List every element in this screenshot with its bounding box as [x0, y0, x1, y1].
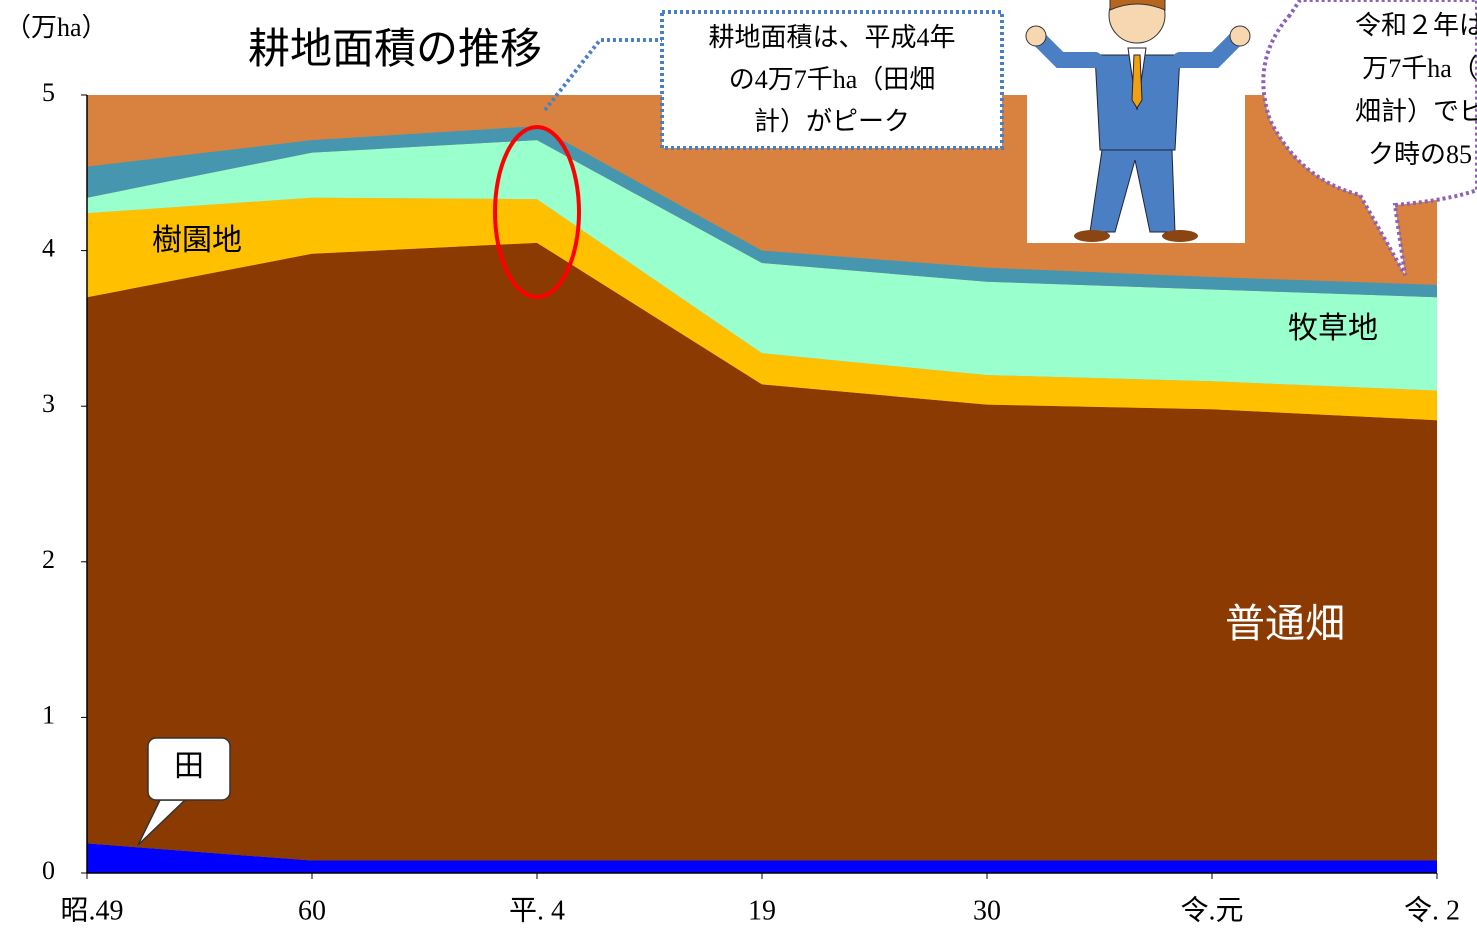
area: [87, 197, 1437, 421]
y-tick-label: 1: [42, 700, 55, 729]
speech-bubble: [1261, 0, 1477, 276]
y-tick-label: 3: [42, 389, 55, 418]
y-axis-label: （万ha）: [5, 13, 108, 42]
figure-illustration: [1025, 0, 1251, 243]
annotation-text: 計）がピーク: [754, 107, 910, 136]
series-label: 牧草地: [1288, 312, 1378, 345]
area: [87, 140, 1437, 391]
label-box: [147, 737, 231, 801]
callout-box: [660, 10, 1004, 150]
highlight-ellipse: [493, 125, 581, 299]
area: [87, 126, 1437, 298]
series-label: 樹園地: [152, 224, 242, 257]
y-tick-label: 2: [42, 545, 55, 574]
annotation-text: 耕地面積は、平成4年: [708, 23, 955, 52]
annotation-text: 令和２年は: [1355, 11, 1477, 40]
series-label: 普通畑: [1225, 601, 1345, 646]
chart-title: 耕地面積の推移: [248, 25, 542, 72]
y-tick-label: 4: [42, 234, 55, 263]
area: [87, 242, 1437, 861]
x-tick-label: 令.元: [1180, 894, 1243, 926]
x-tick-label: 昭.49: [60, 895, 123, 926]
annotation-text: ク時の85: [1368, 140, 1472, 169]
y-tick-label: 5: [42, 78, 55, 107]
annotation-text: の4万7千ha（田畑: [729, 65, 936, 94]
y-tick-label: 0: [42, 856, 55, 885]
x-tick-label: 令. 2: [1404, 894, 1460, 926]
x-tick-label: 30: [973, 895, 1001, 926]
x-tick-label: 60: [298, 895, 326, 926]
area: [87, 843, 1437, 873]
x-tick-label: 平. 4: [509, 895, 565, 926]
annotation-text: 万7千ha（: [1362, 54, 1477, 83]
series-label: 田: [174, 750, 204, 783]
annotation-text: 畑計）でピ: [1355, 97, 1477, 126]
x-tick-label: 19: [748, 895, 776, 926]
